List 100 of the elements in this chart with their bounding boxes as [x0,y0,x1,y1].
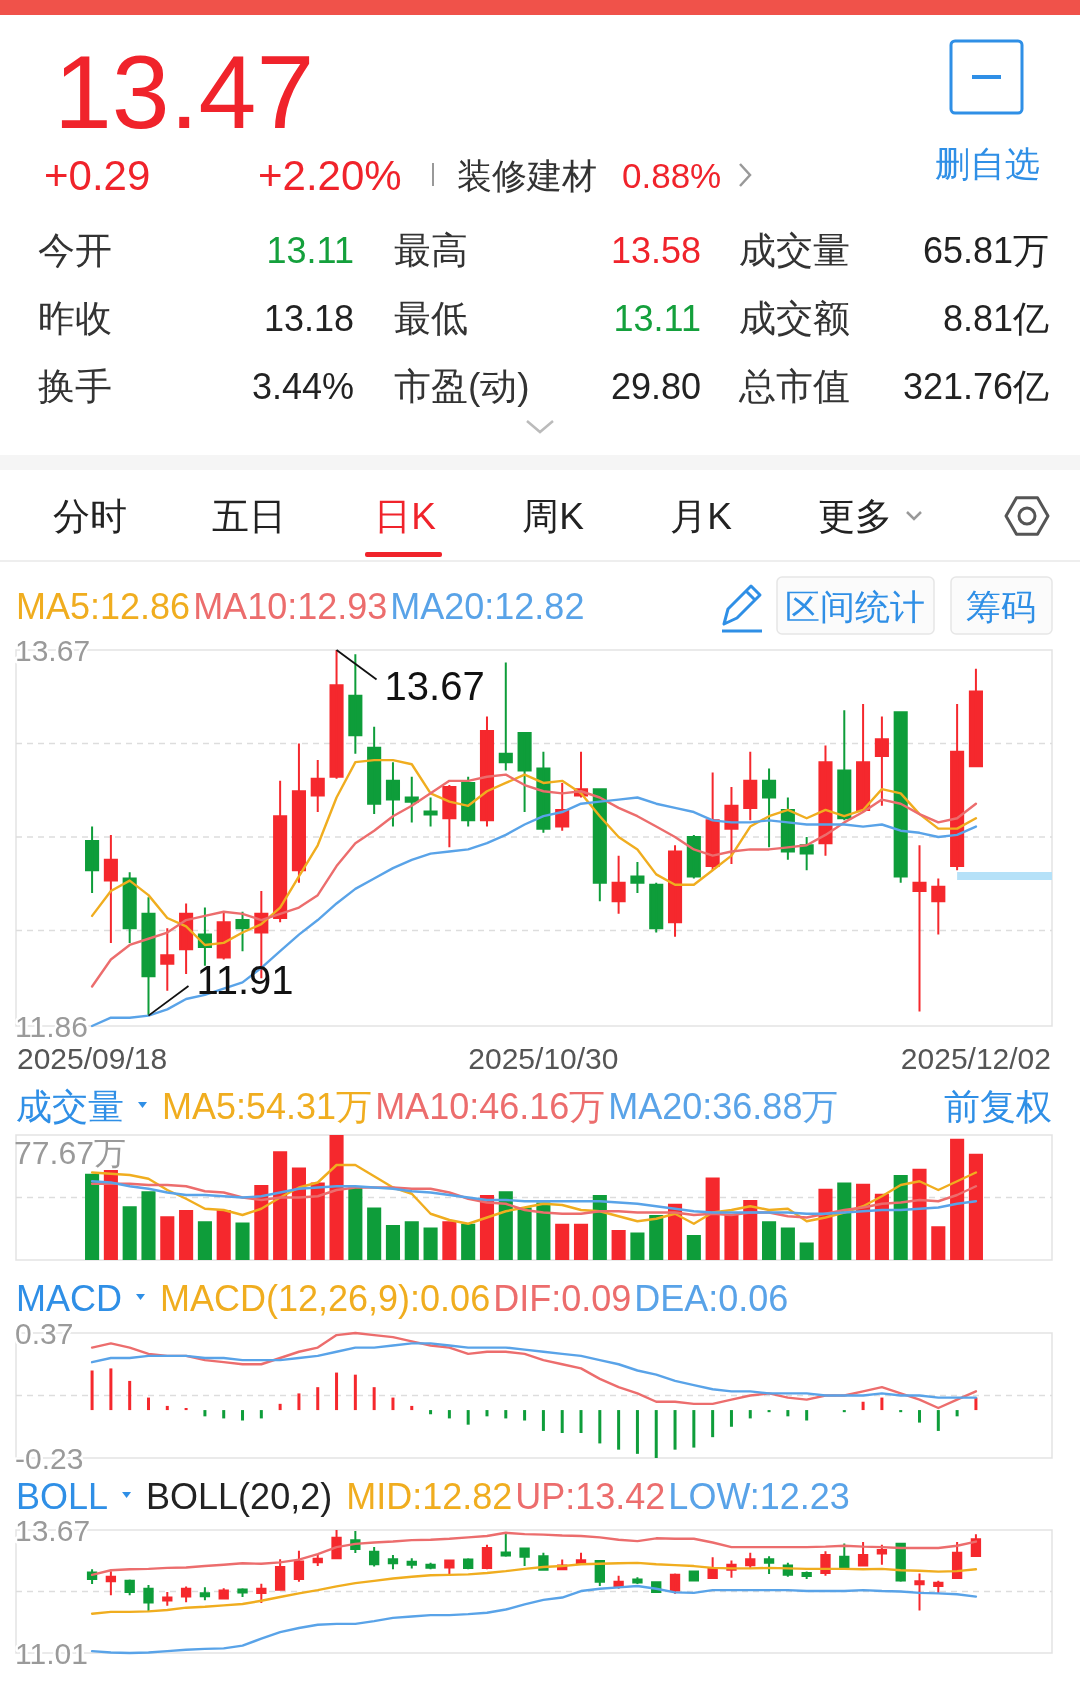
bar [291,1167,306,1260]
candlestick [876,1543,888,1566]
bar [141,1191,156,1260]
text: 昨收 [38,297,112,339]
bar [310,1182,325,1260]
bar [278,1403,282,1411]
candlestick [444,1559,455,1575]
candlestick [85,825,100,895]
text: 13.47 [54,34,315,150]
bar [367,1207,382,1260]
candlestick [368,1546,380,1568]
candlestick [743,750,758,822]
annotation: 77.67万 [14,1135,127,1171]
chart-subtitle: BOLL(20,2) [146,1475,333,1517]
series-label: MA5:54.31万 [162,1085,373,1127]
bar [786,1410,790,1417]
candlestick [124,1578,135,1597]
candlestick [799,835,814,872]
candlestick [235,910,250,953]
candlestick [423,796,438,828]
candlestick [555,781,570,832]
candlestick [517,732,532,814]
candlestick [874,715,889,807]
bar [579,1410,583,1433]
bar [541,1410,545,1431]
text: LOW:12.23 [668,1475,850,1517]
candlestick [707,1556,718,1581]
candlestick [367,725,382,816]
bar [950,1138,965,1260]
bar [931,1226,946,1260]
candlestick [404,775,419,824]
candlestick [519,1547,530,1568]
candlestick [498,661,513,772]
candlestick [312,1553,323,1568]
text: 65.81万 [922,229,1049,271]
text: 今开 [38,229,112,271]
bar [611,1230,626,1260]
bar [259,1410,263,1419]
x-tick-label: 2025/12/02 [900,1041,1051,1075]
candlestick [237,1587,248,1599]
y-tick-label: 0.37 [15,1316,74,1350]
bar [673,1410,677,1450]
candlestick [103,833,118,944]
candlestick [180,1585,192,1604]
bar [523,1410,527,1421]
bar [410,1405,414,1411]
bar [617,1410,621,1450]
candlestick [256,1582,267,1605]
candlestick [160,927,175,992]
bar [466,1410,470,1425]
bar [184,1408,188,1411]
bar [880,1397,884,1411]
text: 装修建材 [457,155,597,195]
line-series [90,758,978,947]
text: 最高 [394,229,468,271]
candlestick [199,1586,211,1602]
bar [447,1410,451,1419]
text: 总市值 [738,365,850,407]
text: 筹码 [966,586,1036,626]
bar [385,1225,401,1260]
bar [893,1175,908,1260]
candlestick [763,1555,775,1575]
x-tick-label: 2025/10/30 [468,1041,619,1075]
candlestick [141,896,156,1017]
text: 更多 [818,495,892,537]
bar [404,1221,419,1260]
bar [165,1405,169,1411]
series-label: DEA:0.06 [634,1277,789,1319]
series-label: MA10:46.16万 [375,1085,606,1127]
bar [423,1227,438,1260]
bar [353,1374,357,1411]
candlestick [837,709,852,822]
text: MA5:12.86 [16,585,191,627]
bar [103,1170,118,1260]
candlestick [649,881,664,934]
bar [372,1387,376,1411]
bar [654,1410,658,1458]
bar [504,1410,508,1419]
text: 13.58 [610,229,701,271]
bar [442,1221,457,1260]
candlestick [613,1574,624,1590]
line-series [90,796,978,1028]
candlestick [632,1576,643,1586]
bar [767,1410,771,1413]
text: 13.11 [266,229,354,271]
bar [861,1401,865,1411]
candlestick [818,744,833,857]
candlestick [481,1543,493,1571]
bar [348,1187,363,1260]
candlestick [162,1590,173,1607]
bar [222,1410,226,1419]
candlestick [274,1558,286,1592]
chart-title: 成交量 [16,1085,124,1127]
y-tick-label: 11.86 [15,1009,88,1043]
bar [203,1410,207,1417]
candlestick [293,1549,305,1583]
y-tick-label: 13.67 [15,633,91,667]
candlestick [329,649,344,780]
text: 成交额 [739,297,850,339]
bar [555,1223,570,1260]
